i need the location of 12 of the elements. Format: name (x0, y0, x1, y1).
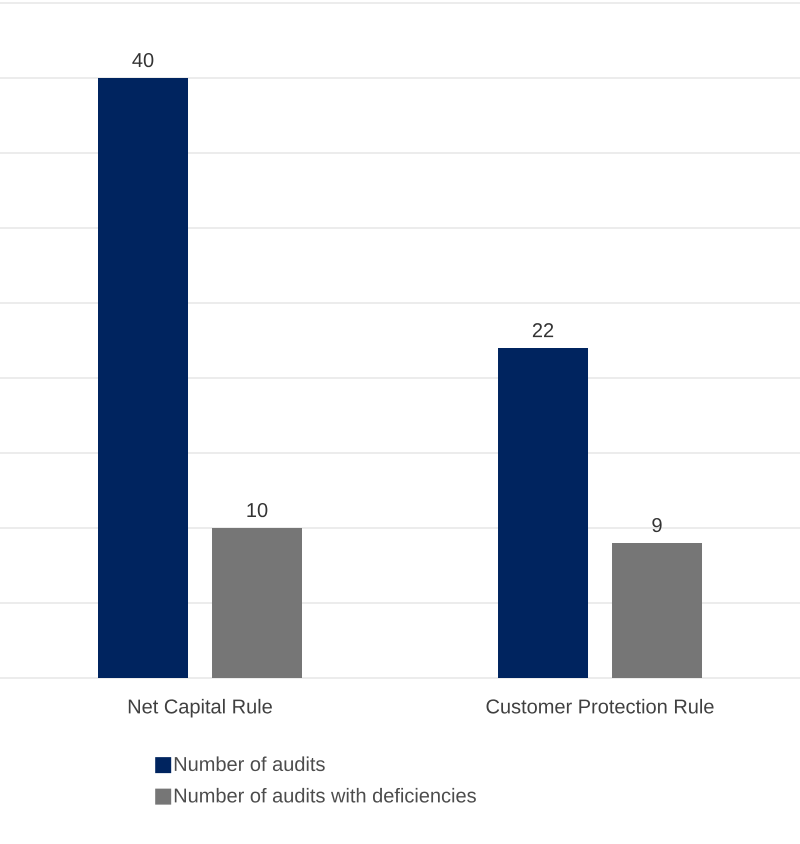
data-label: 22 (532, 323, 554, 338)
legend-label: Number of audits with deficiencies (174, 788, 476, 803)
bar (612, 543, 702, 678)
bar (98, 78, 188, 678)
data-label: 40 (132, 52, 154, 68)
data-label: 9 (652, 518, 662, 532)
legend-label: Number of audits (174, 756, 325, 772)
bar (212, 528, 302, 678)
bar (498, 348, 588, 678)
data-label: 10 (247, 502, 268, 518)
x-tick-label: Customer Protection Rule (486, 698, 714, 714)
x-tick-label: Net Capital Rule (128, 698, 272, 718)
